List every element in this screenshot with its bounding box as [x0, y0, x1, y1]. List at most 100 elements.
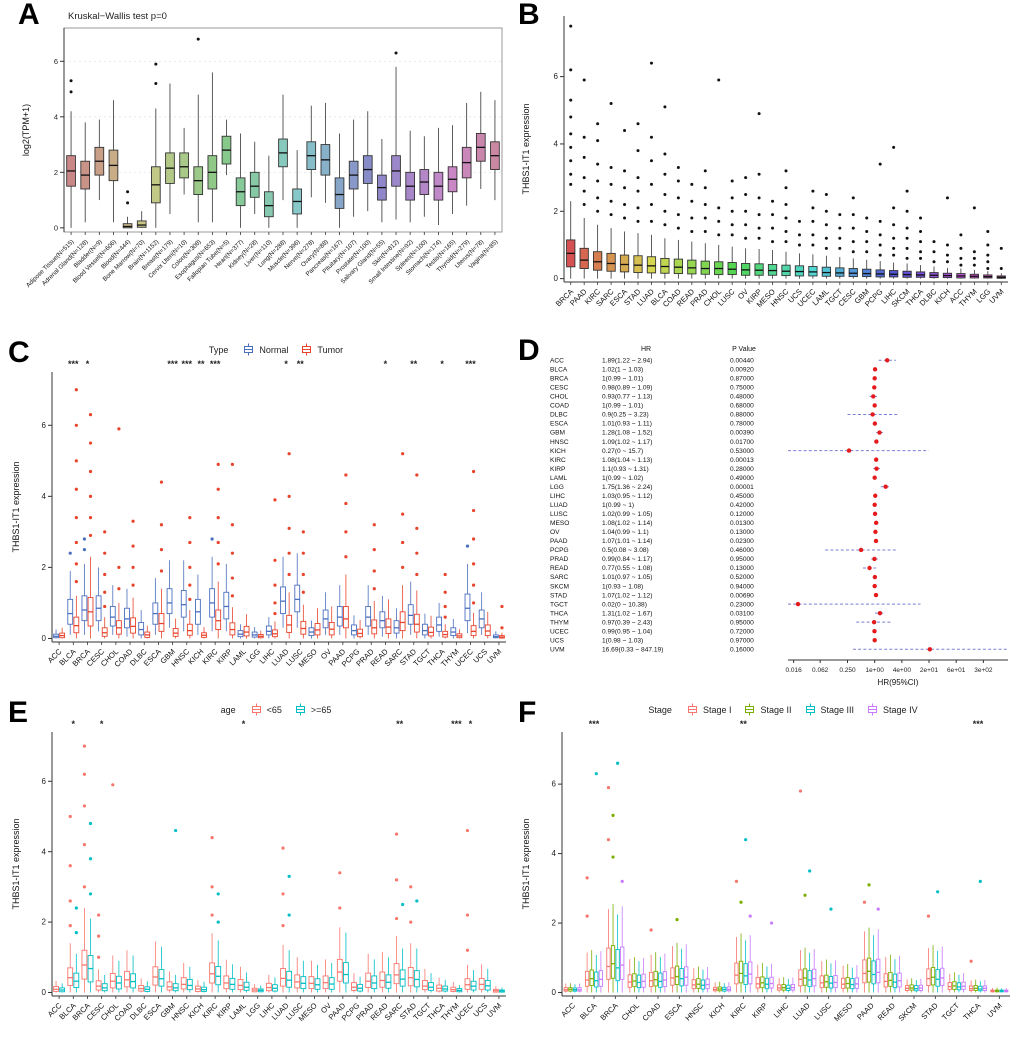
svg-text:ESCA: ESCA: [550, 421, 569, 428]
svg-text:1.31(1.02 ~ 1.67): 1.31(1.02 ~ 1.67): [602, 610, 652, 617]
svg-text:0.98(0.89 ~ 1.09): 0.98(0.89 ~ 1.09): [602, 385, 652, 392]
svg-text:0.9(0.25 ~ 3.23): 0.9(0.25 ~ 3.23): [602, 412, 649, 419]
svg-text:0.12000: 0.12000: [730, 511, 754, 518]
svg-text:LUSC: LUSC: [812, 1001, 833, 1022]
svg-text:THBS1-IT1 expression: THBS1-IT1 expression: [11, 818, 21, 909]
panel-e-chart: age <65 >=65 0 2 4 6 THBS1-IT1 expression ACC BLC…: [6, 702, 512, 1050]
svg-text:CHOL: CHOL: [550, 394, 569, 401]
svg-text:0.250: 0.250: [839, 667, 856, 674]
svg-text:0.00001: 0.00001: [730, 484, 754, 491]
svg-text:ESCA: ESCA: [663, 1000, 685, 1022]
svg-text:0: 0: [54, 223, 58, 232]
svg-text:1.02(0.99 ~ 1.05): 1.02(0.99 ~ 1.05): [602, 511, 652, 518]
legend-item: <65: [250, 703, 282, 716]
svg-text:BLCA: BLCA: [578, 1000, 599, 1021]
svg-text:SKCM: SKCM: [897, 1001, 919, 1023]
svg-text:DLBC: DLBC: [550, 412, 568, 419]
svg-text:0.28000: 0.28000: [730, 466, 754, 473]
svg-text:THCA: THCA: [550, 610, 569, 617]
svg-text:*: *: [440, 359, 444, 369]
svg-text:0.01700: 0.01700: [730, 439, 754, 446]
svg-text:6: 6: [552, 780, 557, 789]
svg-text:ACC: ACC: [559, 1001, 577, 1019]
legend-label: Normal: [259, 344, 289, 355]
svg-text:4: 4: [552, 849, 557, 858]
svg-text:0.00690: 0.00690: [730, 592, 754, 599]
svg-text:PCPG: PCPG: [550, 547, 569, 554]
svg-text:*: *: [469, 719, 473, 729]
svg-text:1.04(0.99 ~ 1.1): 1.04(0.99 ~ 1.1): [602, 529, 649, 536]
legend-item: >=65: [294, 703, 331, 716]
panel-f-legend: Stage Stage I Stage II Stage III Stage IV: [556, 703, 1010, 716]
legend-label: Stage III: [820, 704, 855, 715]
svg-text:0.16000: 0.16000: [730, 646, 754, 653]
svg-text:UCS: UCS: [471, 1001, 489, 1019]
svg-text:READ: READ: [550, 565, 569, 572]
svg-text:1(0.93 ~ 1.08): 1(0.93 ~ 1.08): [602, 583, 643, 590]
svg-text:**: **: [410, 359, 418, 369]
svg-text:**: **: [740, 719, 748, 729]
svg-text:**: **: [197, 359, 205, 369]
svg-text:0.53000: 0.53000: [730, 448, 754, 455]
svg-text:log2(TPM+1): log2(TPM+1): [21, 104, 31, 156]
svg-text:1(0.99 ~ 1.01): 1(0.99 ~ 1.01): [602, 376, 643, 383]
svg-text:THYM: THYM: [550, 619, 569, 626]
panel-f-letter: F: [518, 696, 537, 729]
legend-item: Stage IV: [866, 703, 918, 716]
legend-label: Stage I: [702, 704, 732, 715]
svg-text:0.99(0.95 ~ 1.04): 0.99(0.95 ~ 1.04): [602, 628, 652, 635]
svg-text:*: *: [284, 359, 288, 369]
svg-text:2: 2: [552, 919, 557, 928]
svg-text:0.68000: 0.68000: [730, 403, 754, 410]
svg-text:0.52000: 0.52000: [730, 574, 754, 581]
svg-text:STAD: STAD: [919, 1001, 940, 1022]
boxplot-key-icon: [687, 703, 697, 716]
svg-text:2: 2: [42, 918, 47, 927]
panel-c: C Type Normal Tumor 0 2 4 6 THBS1-IT1 expressio…: [6, 338, 512, 698]
svg-text:MESO: MESO: [832, 1001, 854, 1023]
svg-text:*: *: [72, 719, 76, 729]
svg-text:UVM: UVM: [987, 287, 1005, 305]
boxplot-key-icon: [251, 703, 261, 716]
forest-plot-svg: HR P Value ACC 1.89(1.22 ~ 2.94) 0.00440 BLCA…: [550, 346, 1008, 687]
svg-text:0.062: 0.062: [812, 667, 829, 674]
svg-text:1(0.99 ~ 1.01): 1(0.99 ~ 1.01): [602, 403, 643, 410]
svg-text:UCS: UCS: [550, 637, 565, 644]
panel-a-letter: A: [18, 0, 40, 31]
svg-text:0.88000: 0.88000: [730, 412, 754, 419]
svg-text:1.89(1.22 ~ 2.94): 1.89(1.22 ~ 2.94): [602, 358, 652, 365]
svg-text:0.95000: 0.95000: [730, 556, 754, 563]
panel-e-letter: E: [8, 696, 29, 729]
svg-text:THBS1-IT1 expression: THBS1-IT1 expression: [521, 103, 531, 194]
svg-text:0.94000: 0.94000: [730, 583, 754, 590]
boxplot-key-icon: [302, 343, 312, 356]
panel-f: F Stage Stage I Stage II Stage III Stage IV 0…: [516, 698, 1016, 1050]
boxplot-key-icon: [745, 703, 755, 716]
svg-text:THCA: THCA: [961, 1000, 983, 1022]
svg-text:1.28(1.08 ~ 1.52): 1.28(1.08 ~ 1.52): [602, 430, 652, 437]
boxplot-key-icon: [805, 703, 815, 716]
svg-text:0.13000: 0.13000: [730, 529, 754, 536]
svg-text:1(0.99 ~ 1.02): 1(0.99 ~ 1.02): [602, 475, 643, 482]
svg-text:P Value: P Value: [732, 346, 756, 353]
panel-b-chart: 0 2 4 6 THBS1-IT1 expression BRCA PAAD KIRC SARC…: [516, 4, 1014, 338]
svg-text:***: ***: [68, 359, 79, 369]
svg-text:BLCA: BLCA: [550, 367, 568, 374]
svg-text:*: *: [242, 719, 246, 729]
svg-text:6: 6: [554, 72, 559, 81]
svg-text:HR: HR: [641, 346, 651, 353]
svg-text:PAAD: PAAD: [550, 538, 568, 545]
svg-text:UCS: UCS: [471, 647, 489, 665]
svg-text:1(0.98 ~ 1.03): 1(0.98 ~ 1.03): [602, 637, 643, 644]
svg-text:0: 0: [552, 988, 557, 997]
svg-text:SKCM: SKCM: [550, 583, 569, 590]
legend-item: Stage II: [743, 703, 792, 716]
svg-text:0.00390: 0.00390: [730, 430, 754, 437]
svg-text:1.01(0.93 ~ 1.11): 1.01(0.93 ~ 1.11): [602, 421, 652, 428]
svg-text:0.48000: 0.48000: [730, 394, 754, 401]
legend-title: age: [220, 704, 236, 715]
svg-text:0.13000: 0.13000: [730, 565, 754, 572]
svg-text:0.45000: 0.45000: [730, 493, 754, 500]
svg-text:ACC: ACC: [550, 358, 564, 365]
